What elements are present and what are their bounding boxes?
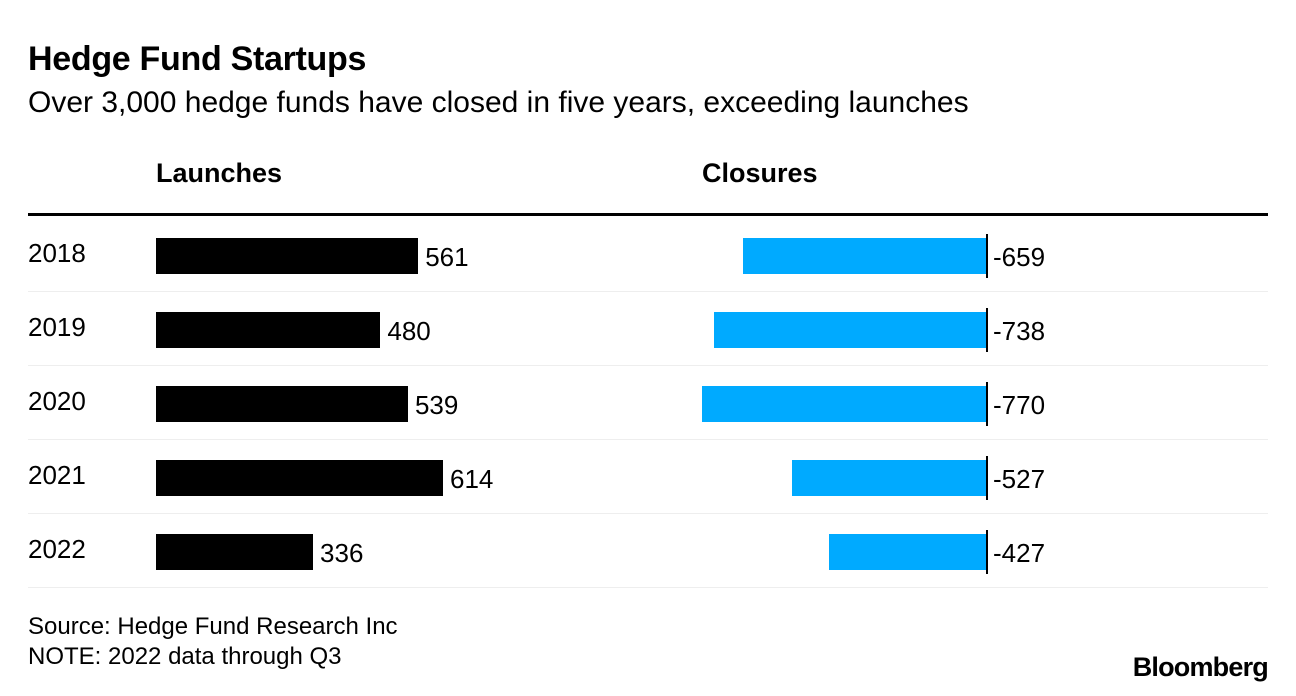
row-separator bbox=[28, 587, 1268, 588]
closures-value-label: -738 bbox=[993, 316, 1046, 346]
year-label: 2019 bbox=[28, 312, 86, 342]
closures-zero-line bbox=[986, 234, 988, 278]
launches-value-label: 539 bbox=[414, 390, 459, 420]
year-label: 2018 bbox=[28, 238, 86, 268]
closures-bar bbox=[828, 534, 986, 570]
closures-bar bbox=[742, 238, 986, 274]
launches-value-label: 614 bbox=[450, 464, 494, 494]
closures-zero-line bbox=[986, 382, 988, 426]
launches-column-header: Launches bbox=[156, 158, 283, 188]
launches-value-label: 561 bbox=[425, 242, 469, 272]
chart-title: Hedge Fund Startups bbox=[28, 40, 367, 78]
source-note: Source: Hedge Fund Research Inc NOTE: 20… bbox=[28, 612, 398, 672]
closures-value-label: -770 bbox=[993, 390, 1046, 420]
closures-bar bbox=[702, 386, 986, 422]
launches-bar bbox=[156, 460, 443, 496]
launches-value-label: 480 bbox=[387, 316, 431, 346]
closures-bar bbox=[791, 460, 986, 496]
closures-value-label: -659 bbox=[993, 242, 1046, 272]
closures-column-header: Closures bbox=[702, 158, 818, 188]
closures-zero-line bbox=[986, 456, 988, 500]
launches-bar bbox=[156, 534, 314, 570]
row-separator bbox=[28, 439, 1268, 440]
closures-bar bbox=[713, 312, 986, 348]
bloomberg-logo: Bloomberg bbox=[1132, 652, 1269, 682]
row-separator bbox=[28, 365, 1268, 366]
launches-value-label: 336 bbox=[320, 538, 364, 568]
closures-zero-line bbox=[986, 530, 988, 574]
row-separator bbox=[28, 513, 1268, 514]
closures-value-label: -427 bbox=[993, 538, 1046, 568]
source-text: Source: Hedge Fund Research Inc bbox=[28, 613, 398, 640]
closures-zero-line bbox=[986, 308, 988, 352]
note-text: NOTE: 2022 data through Q3 bbox=[28, 643, 342, 670]
year-label: 2022 bbox=[28, 534, 86, 564]
year-label: 2021 bbox=[28, 460, 86, 490]
chart-subtitle: Over 3,000 hedge funds have closed in fi… bbox=[28, 86, 969, 119]
year-label: 2020 bbox=[28, 386, 86, 416]
launches-bar bbox=[156, 386, 408, 422]
row-separator bbox=[28, 291, 1268, 292]
launches-bar bbox=[156, 238, 419, 274]
header-rule bbox=[28, 213, 1268, 216]
launches-bar bbox=[156, 312, 381, 348]
closures-value-label: -527 bbox=[993, 464, 1046, 494]
